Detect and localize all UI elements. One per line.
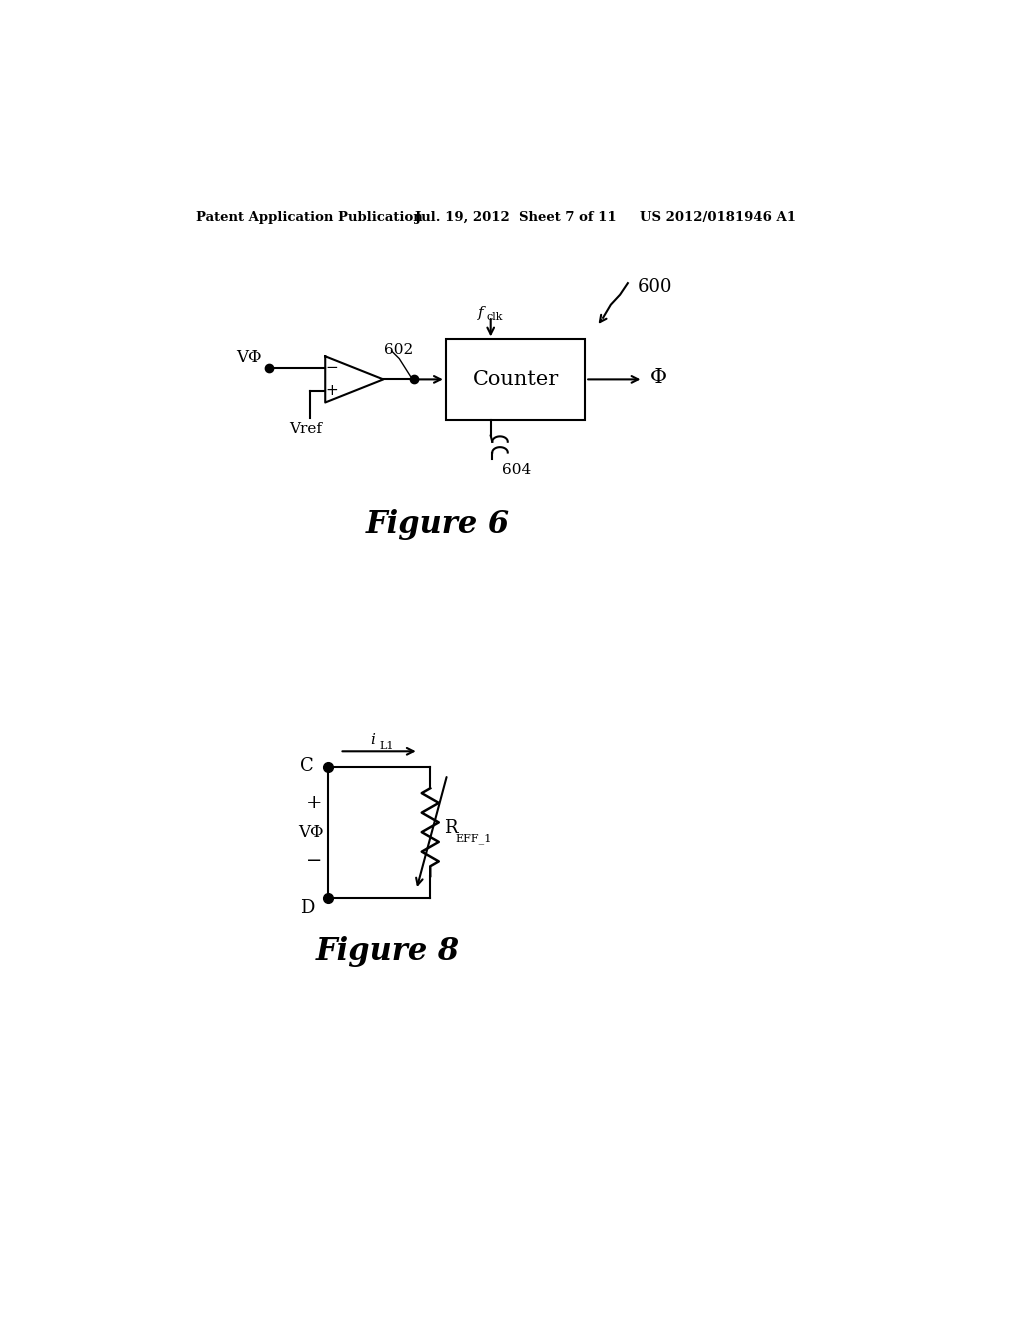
Text: 602: 602	[384, 343, 413, 358]
Text: Counter: Counter	[472, 371, 559, 389]
Text: clk: clk	[486, 313, 503, 322]
Text: VΦ: VΦ	[236, 348, 261, 366]
Text: −: −	[326, 359, 339, 375]
Text: Jul. 19, 2012  Sheet 7 of 11: Jul. 19, 2012 Sheet 7 of 11	[415, 211, 616, 224]
Text: US 2012/0181946 A1: US 2012/0181946 A1	[640, 211, 796, 224]
Text: D: D	[300, 899, 314, 917]
Bar	[445, 339, 586, 420]
Text: 604: 604	[503, 462, 531, 477]
Text: Figure 6: Figure 6	[366, 508, 510, 540]
Text: +: +	[326, 383, 339, 397]
Text: L1: L1	[379, 741, 393, 751]
Text: R: R	[444, 820, 458, 837]
Text: 600: 600	[638, 277, 673, 296]
Text: Patent Application Publication: Patent Application Publication	[197, 211, 423, 224]
Text: Vref: Vref	[290, 422, 323, 436]
Text: −: −	[306, 853, 323, 870]
Text: i: i	[371, 734, 375, 747]
Text: +: +	[306, 793, 323, 812]
Text: Φ: Φ	[649, 368, 667, 387]
Text: f: f	[478, 306, 484, 321]
Text: C: C	[300, 756, 314, 775]
Text: EFF_1: EFF_1	[455, 833, 492, 843]
Text: Figure 8: Figure 8	[315, 936, 460, 968]
Text: VΦ: VΦ	[298, 824, 324, 841]
